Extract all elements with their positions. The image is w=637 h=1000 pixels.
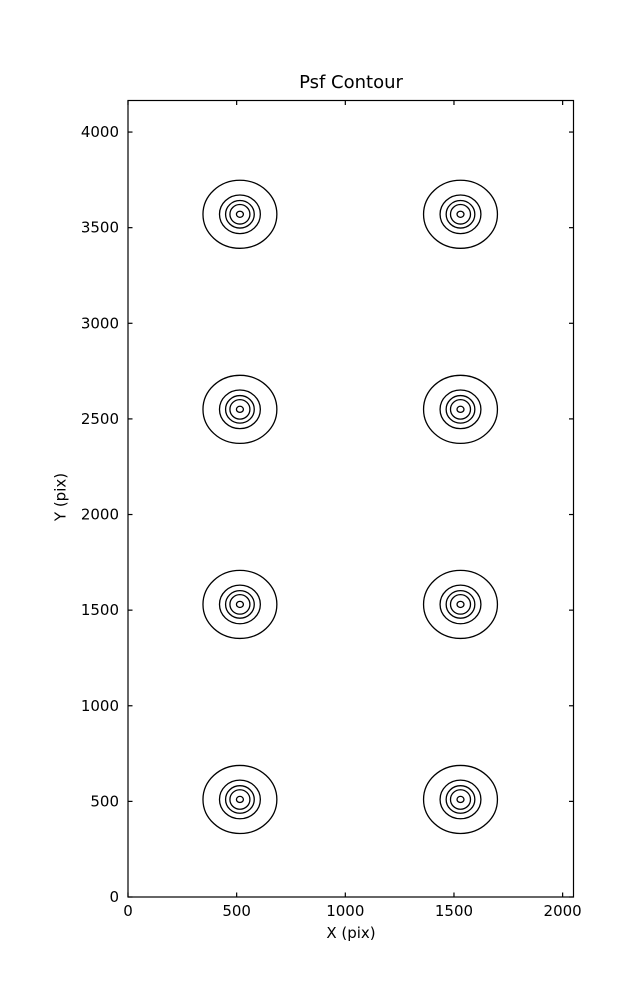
contour-ring (235, 795, 245, 804)
contour-ring (456, 210, 465, 218)
x-tick-label: 2000 (544, 902, 582, 920)
x-tick-label: 1000 (326, 902, 364, 920)
contour-ring (439, 194, 482, 235)
y-tick-label: 2000 (81, 506, 119, 524)
contour-ring (224, 394, 255, 424)
y-tick-label: 1500 (81, 601, 119, 619)
contour-ring (229, 203, 251, 225)
y-tick-label: 1000 (81, 697, 119, 715)
contour-ring (218, 389, 261, 430)
y-axis-label: Y (pix) (51, 472, 70, 522)
contour-ring (445, 589, 476, 619)
contour-ring (224, 589, 255, 619)
y-tick-label: 4000 (81, 123, 119, 141)
contour-ring (439, 584, 482, 625)
contour-ring (235, 405, 245, 414)
y-tick-label: 3000 (81, 314, 119, 332)
contour-ring (422, 374, 499, 445)
y-tick-label: 0 (109, 888, 119, 906)
contour-ring (202, 569, 278, 640)
contour-ring (439, 779, 482, 820)
contour-ring (422, 764, 499, 835)
contour-ring (229, 789, 251, 810)
contour-ring (445, 785, 476, 814)
contour-ring (224, 199, 255, 229)
contour-ring (449, 398, 472, 420)
contour-ring (449, 789, 472, 810)
contour-ring (445, 394, 476, 424)
contour-ring (218, 194, 261, 235)
contour-ring (456, 405, 465, 414)
contour-ring (235, 600, 245, 609)
contour-ring (235, 210, 245, 218)
x-tick-label: 1500 (435, 902, 473, 920)
contour-ring (456, 600, 465, 609)
contour-ring (224, 785, 255, 814)
x-tick-label: 500 (222, 902, 251, 920)
contour-ring (422, 569, 499, 640)
contour-ring (229, 594, 251, 615)
axes-border (127, 99, 575, 898)
contour-ring (456, 795, 465, 804)
contour-ring (202, 764, 278, 835)
x-tick-label: 0 (123, 902, 133, 920)
contour-ring (218, 584, 261, 625)
contour-ring (229, 398, 251, 420)
contour-ring (449, 203, 472, 225)
contour-ring (218, 779, 261, 820)
contour-ring (439, 389, 482, 430)
y-tick-label: 500 (90, 792, 119, 810)
contour-ring (422, 179, 499, 249)
contour-ring (445, 199, 476, 229)
contour-ring (202, 179, 278, 249)
contour-ring (202, 374, 278, 445)
contour-ring (449, 594, 472, 615)
y-tick-label: 3500 (81, 219, 119, 237)
x-axis-label: X (pix) (326, 924, 376, 942)
y-tick-label: 2500 (81, 410, 119, 428)
chart-title: Psf Contour (299, 72, 403, 93)
